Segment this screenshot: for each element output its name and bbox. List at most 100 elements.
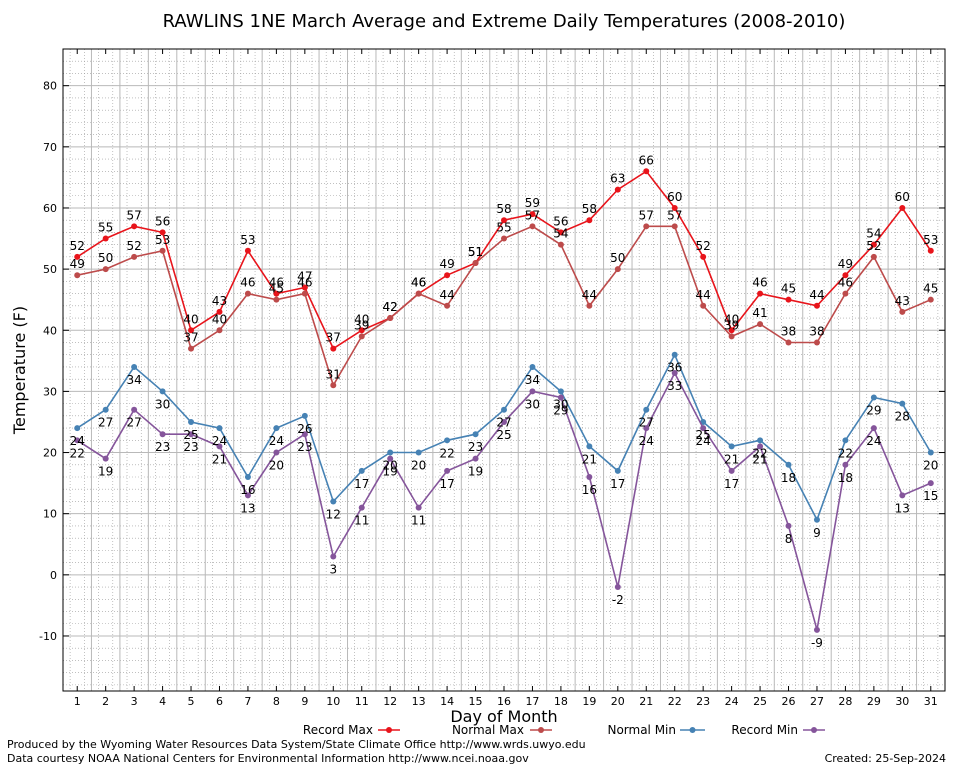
x-tick-label: 16: [497, 695, 511, 708]
data-point-record-min: [444, 467, 451, 474]
data-point-normal-min: [671, 351, 678, 358]
data-point-normal-max: [614, 266, 621, 273]
legend-marker: [538, 727, 544, 733]
y-tick-label: 0: [50, 569, 57, 582]
data-point-normal-max: [216, 327, 223, 334]
x-tick-label: 26: [782, 695, 796, 708]
data-label-normal-min: 18: [781, 471, 796, 485]
data-label-normal-max: 46: [411, 276, 426, 290]
data-label-record-max: 54: [866, 227, 881, 241]
data-point-normal-max: [529, 223, 536, 230]
data-point-normal-max: [74, 272, 81, 279]
data-label-record-min: 19: [98, 465, 113, 479]
data-label-record-min: 23: [183, 440, 198, 454]
data-point-record-max: [330, 345, 337, 352]
data-label-record-max: 60: [667, 190, 682, 204]
data-point-record-max: [757, 290, 764, 297]
data-point-normal-max: [273, 296, 280, 303]
data-point-record-min: [415, 504, 422, 511]
data-point-record-min: [358, 504, 365, 511]
data-label-record-max: 45: [781, 282, 796, 296]
data-point-normal-min: [785, 461, 792, 468]
data-label-normal-max: 50: [98, 251, 113, 265]
data-point-normal-max: [842, 290, 849, 297]
data-point-record-min: [188, 431, 195, 438]
x-tick-label: 13: [412, 695, 426, 708]
data-label-record-max: 55: [98, 221, 113, 235]
data-label-record-max: 60: [895, 190, 910, 204]
data-point-normal-min: [188, 418, 195, 425]
x-tick-label: 22: [668, 695, 682, 708]
plot-frame: [62, 48, 946, 692]
data-label-record-max: 52: [70, 239, 85, 253]
data-label-normal-min: 22: [439, 446, 454, 460]
data-label-normal-min: 23: [468, 440, 483, 454]
data-point-record-max: [728, 327, 735, 334]
data-label-normal-max: 46: [838, 276, 853, 290]
data-point-record-max: [301, 284, 308, 291]
data-label-record-max: 46: [752, 276, 767, 290]
x-tick-label: 2: [102, 695, 109, 708]
data-point-record-max: [671, 204, 678, 211]
data-label-normal-max: 52: [866, 239, 881, 253]
data-point-record-max: [501, 217, 507, 224]
data-point-normal-max: [358, 333, 365, 340]
data-point-record-min: [728, 467, 735, 474]
data-label-record-min: 23: [155, 440, 170, 454]
data-point-record-max: [74, 253, 81, 260]
data-label-normal-max: 44: [696, 288, 711, 302]
data-label-record-max: 46: [269, 276, 284, 290]
data-label-normal-max: 53: [155, 233, 170, 247]
data-point-normal-min: [301, 412, 308, 419]
data-point-record-max: [216, 308, 223, 315]
data-label-normal-min: 36: [667, 361, 682, 375]
data-point-record-max: [188, 327, 195, 334]
data-label-record-max: 44: [809, 288, 824, 302]
data-point-normal-max: [700, 302, 707, 309]
x-tick-label: 30: [895, 695, 909, 708]
data-point-record-max: [643, 168, 650, 175]
data-label-normal-max: 57: [525, 208, 540, 222]
x-tick-label: 27: [810, 695, 824, 708]
data-point-record-max: [557, 229, 564, 236]
x-tick-label: 17: [525, 695, 539, 708]
data-label-normal-min: 21: [582, 452, 597, 466]
data-label-normal-min: 30: [155, 397, 170, 411]
data-label-normal-min: 28: [895, 410, 910, 424]
data-label-normal-min: 22: [752, 446, 767, 460]
data-label-record-min: 22: [70, 446, 85, 460]
data-label-record-min: 20: [269, 459, 284, 473]
data-point-record-min: [927, 480, 934, 487]
data-label-record-min: 21: [212, 452, 227, 466]
data-point-normal-max: [927, 296, 934, 303]
data-point-record-max: [785, 296, 792, 303]
data-point-normal-max: [301, 290, 308, 297]
data-label-normal-min: 29: [866, 404, 881, 418]
data-point-normal-min: [757, 437, 764, 444]
x-tick-label: 28: [838, 695, 852, 708]
legend-marker: [386, 727, 392, 733]
data-label-record-min: 17: [439, 477, 454, 491]
data-label-normal-min: 20: [923, 459, 938, 473]
data-point-record-max: [586, 217, 593, 224]
data-label-normal-max: 54: [553, 227, 568, 241]
chart-title: RAWLINS 1NE March Average and Extreme Da…: [163, 11, 846, 32]
data-point-normal-max: [899, 308, 906, 315]
data-point-record-min: [870, 425, 877, 432]
data-label-normal-min: 34: [126, 373, 141, 387]
data-point-normal-min: [813, 516, 820, 523]
data-label-record-min: 18: [838, 471, 853, 485]
data-label-record-max: 42: [383, 300, 398, 314]
x-tick-label: 3: [131, 695, 138, 708]
data-label-record-min: -2: [612, 593, 624, 607]
x-tick-label: 7: [244, 695, 251, 708]
data-label-normal-min: 24: [269, 434, 284, 448]
data-label-record-min: 24: [639, 434, 654, 448]
x-tick-label: 15: [469, 695, 483, 708]
data-point-record-max: [614, 186, 621, 193]
data-label-record-max: 47: [297, 269, 312, 283]
data-label-record-min: 8: [785, 532, 793, 546]
data-label-record-max: 46: [411, 276, 426, 290]
